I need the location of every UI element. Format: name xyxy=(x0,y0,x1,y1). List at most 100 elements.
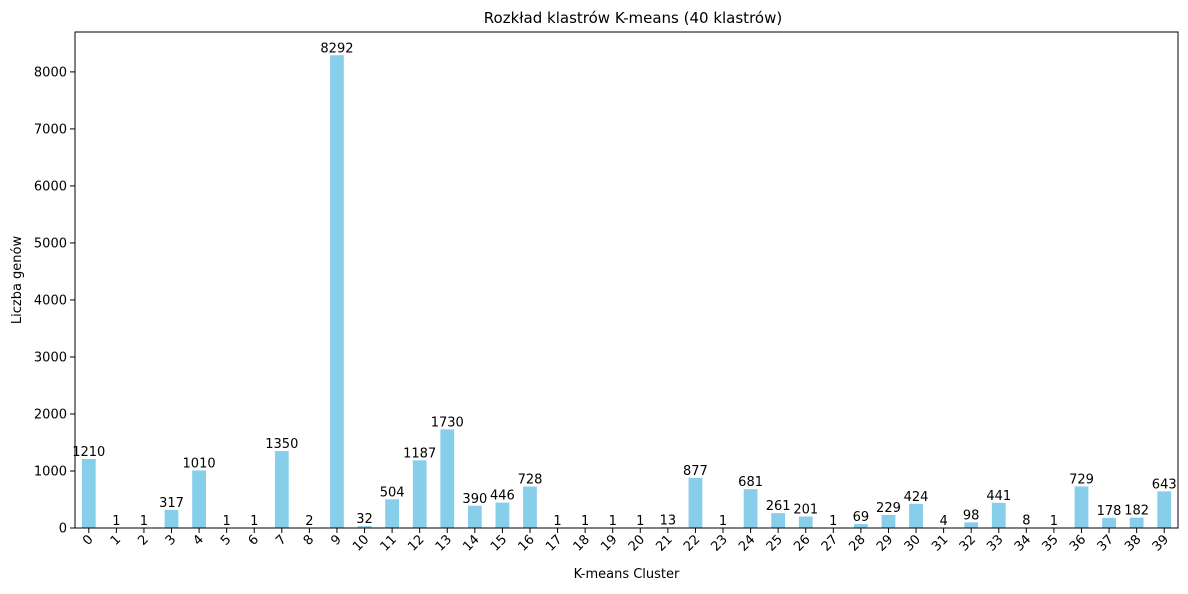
bar-cluster-26 xyxy=(799,517,813,528)
bar-cluster-3 xyxy=(165,510,179,528)
y-tick-label: 1000 xyxy=(34,464,67,479)
x-tick-label: 2 xyxy=(135,532,151,548)
bar-value-label: 69 xyxy=(853,510,870,525)
x-tick-label: 34 xyxy=(1012,532,1034,554)
bar-value-label: 13 xyxy=(660,513,677,528)
x-tick-label: 5 xyxy=(218,532,234,548)
bar-value-label: 446 xyxy=(490,489,515,504)
x-tick-label: 31 xyxy=(929,532,951,554)
bar-cluster-36 xyxy=(1075,486,1089,528)
x-tick-label: 22 xyxy=(681,532,703,554)
x-tick-label: 20 xyxy=(626,532,648,554)
x-tick-label: 18 xyxy=(571,532,593,554)
x-tick-label: 30 xyxy=(902,532,924,554)
bar-cluster-14 xyxy=(468,506,482,528)
bar-value-label: 1 xyxy=(609,514,617,529)
bar-cluster-16 xyxy=(523,486,537,528)
bar-value-label: 1 xyxy=(112,514,120,529)
bar-cluster-22 xyxy=(689,478,703,528)
bar-value-label: 1 xyxy=(636,514,644,529)
x-tick-label: 14 xyxy=(460,532,482,554)
x-tick-label: 8 xyxy=(301,532,317,548)
bar-value-label: 98 xyxy=(963,508,980,523)
plot-frame xyxy=(75,32,1178,528)
bar-value-label: 201 xyxy=(793,503,818,518)
bar-value-label: 178 xyxy=(1097,504,1122,519)
y-tick-label: 8000 xyxy=(34,65,67,80)
bar-value-label: 1 xyxy=(250,514,258,529)
bar-value-label: 8 xyxy=(1022,514,1030,529)
bar-value-label: 1 xyxy=(829,514,837,529)
x-tick-label: 1 xyxy=(108,532,124,548)
bar-cluster-39 xyxy=(1157,491,1171,528)
bar-value-label: 229 xyxy=(876,501,901,516)
bar-value-label: 1 xyxy=(553,514,561,529)
y-tick-label: 5000 xyxy=(34,236,67,251)
bar-cluster-7 xyxy=(275,451,289,528)
bar-value-label: 1010 xyxy=(183,456,216,471)
bar-cluster-11 xyxy=(385,499,399,528)
bar-value-label: 1 xyxy=(1050,514,1058,529)
x-tick-label: 11 xyxy=(378,532,400,554)
bar-value-label: 441 xyxy=(986,489,1011,504)
x-axis-label: K-means Cluster xyxy=(574,567,680,582)
bar-value-label: 1 xyxy=(140,514,148,529)
bar-value-label: 1 xyxy=(223,514,231,529)
bar-cluster-0 xyxy=(82,459,96,528)
x-tick-label: 37 xyxy=(1095,532,1117,554)
bar-value-label: 8292 xyxy=(320,41,353,56)
x-tick-label: 15 xyxy=(488,532,510,554)
x-tick-label: 17 xyxy=(543,532,565,554)
x-tick-label: 38 xyxy=(1122,532,1144,554)
bar-value-label: 1210 xyxy=(72,445,105,460)
x-tick-label: 35 xyxy=(1039,532,1061,554)
bar-cluster-37 xyxy=(1102,518,1116,528)
bar-value-label: 182 xyxy=(1124,504,1149,519)
bar-value-label: 504 xyxy=(380,485,405,500)
bar-value-label: 1350 xyxy=(265,437,298,452)
x-tick-label: 23 xyxy=(709,532,731,554)
bar-value-label: 681 xyxy=(738,475,763,490)
x-tick-label: 13 xyxy=(433,532,455,554)
x-tick-label: 24 xyxy=(736,532,758,554)
y-tick-label: 2000 xyxy=(34,407,67,422)
bar-cluster-24 xyxy=(744,489,758,528)
y-tick-label: 0 xyxy=(59,522,67,537)
x-tick-label: 26 xyxy=(791,532,813,554)
bars-group xyxy=(82,55,1171,528)
bar-value-label: 877 xyxy=(683,464,708,479)
x-tick-label: 19 xyxy=(598,532,620,554)
x-tick-label: 6 xyxy=(246,532,262,548)
x-tick-label: 33 xyxy=(984,532,1006,554)
bar-value-label: 643 xyxy=(1152,477,1177,492)
bar-value-label: 1 xyxy=(719,514,727,529)
x-tick-label: 16 xyxy=(516,532,538,554)
bar-value-label: 728 xyxy=(518,472,543,487)
bar-value-label: 4 xyxy=(939,514,947,529)
bar-cluster-25 xyxy=(771,513,785,528)
bar-value-label: 317 xyxy=(159,496,184,511)
x-tick-label: 7 xyxy=(273,532,289,548)
bar-cluster-33 xyxy=(992,503,1006,528)
x-tick-label: 39 xyxy=(1150,532,1172,554)
x-tick-label: 0 xyxy=(80,532,96,548)
y-tick-label: 7000 xyxy=(34,122,67,137)
bar-value-label: 729 xyxy=(1069,472,1094,487)
x-tick-label: 36 xyxy=(1067,532,1089,554)
bar-value-label: 261 xyxy=(766,499,791,514)
bar-value-label: 32 xyxy=(356,512,373,527)
bar-value-label: 1730 xyxy=(431,415,464,430)
bar-cluster-13 xyxy=(440,429,454,528)
x-tick-label: 3 xyxy=(163,532,179,548)
bar-cluster-38 xyxy=(1130,518,1144,528)
bar-cluster-12 xyxy=(413,460,427,528)
bar-cluster-15 xyxy=(496,503,510,528)
bar-value-label: 424 xyxy=(904,490,929,505)
chart-title: Rozkład klastrów K-means (40 klastrów) xyxy=(484,9,782,27)
bar-cluster-30 xyxy=(909,504,923,528)
